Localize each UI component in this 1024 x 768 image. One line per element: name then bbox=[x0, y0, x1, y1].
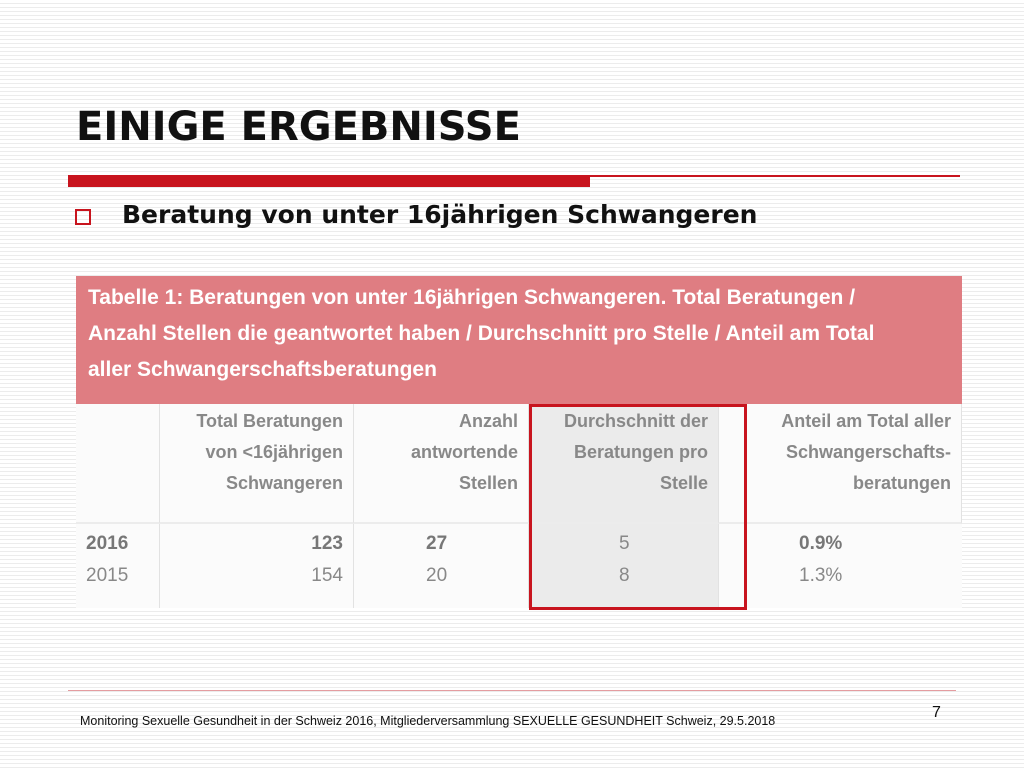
total-2016: 123 bbox=[311, 533, 343, 554]
anteil-2015: 1.3% bbox=[799, 565, 843, 586]
durchschnitt-cell: 5 8 bbox=[529, 524, 719, 608]
header-text: Total Beratungen bbox=[196, 411, 343, 431]
title-underline-thin bbox=[590, 175, 960, 177]
durchschnitt-2015: 8 bbox=[619, 565, 630, 586]
slide-title: EINIGE ERGEBNISSE bbox=[76, 104, 521, 150]
footer-text: Monitoring Sexuelle Gesundheit in der Sc… bbox=[80, 714, 776, 728]
header-durchschnitt: Durchschnitt der Beratungen pro Stelle bbox=[529, 404, 719, 524]
stellen-2015: 20 bbox=[426, 565, 448, 586]
total-cell: 123 154 bbox=[160, 524, 354, 608]
footer-divider bbox=[68, 690, 956, 691]
header-text: beratungen bbox=[852, 473, 951, 493]
caption-line-2: Anzahl Stellen die geantwortet haben / D… bbox=[88, 322, 875, 345]
header-text: Anteil am Total aller bbox=[781, 411, 951, 431]
anteil-2016: 0.9% bbox=[799, 533, 843, 554]
square-bullet-icon bbox=[75, 209, 91, 225]
header-text: von <16jährigen bbox=[205, 442, 343, 462]
header-text: Stellen bbox=[458, 473, 518, 493]
title-underline-thick bbox=[68, 175, 590, 187]
year-cell: 2016 2015 bbox=[76, 524, 160, 608]
caption-line-3: aller Schwangerschaftsberatungen bbox=[88, 358, 437, 381]
results-table: Tabelle 1: Beratungen von unter 16jährig… bbox=[76, 276, 962, 610]
table-row-2016-year: 2016 bbox=[86, 533, 129, 554]
table-row-2015-year: 2015 bbox=[86, 565, 129, 586]
header-text: Schwangerschafts- bbox=[785, 442, 951, 462]
table-caption: Tabelle 1: Beratungen von unter 16jährig… bbox=[76, 276, 962, 404]
header-text: Durchschnitt der bbox=[563, 411, 708, 431]
header-text: antwortende bbox=[410, 442, 518, 462]
bullet-text: Beratung von unter 16jährigen Schwangere… bbox=[122, 200, 758, 229]
header-anzahl-stellen: Anzahl antwortende Stellen bbox=[354, 404, 529, 524]
header-total-beratungen: Total Beratungen von <16jährigen Schwang… bbox=[160, 404, 354, 524]
table-grid: Total Beratungen von <16jährigen Schwang… bbox=[76, 404, 962, 608]
header-anteil: Anteil am Total aller Schwangerschafts- … bbox=[719, 404, 962, 524]
header-text: Stelle bbox=[659, 473, 708, 493]
stellen-cell: 27 20 bbox=[354, 524, 529, 608]
anteil-cell: 0.9% 1.3% bbox=[719, 524, 962, 608]
caption-line-1: Tabelle 1: Beratungen von unter 16jährig… bbox=[88, 286, 856, 309]
header-text: Beratungen pro bbox=[573, 442, 708, 462]
stellen-2016: 27 bbox=[426, 533, 448, 554]
durchschnitt-2016: 5 bbox=[619, 533, 630, 554]
total-2015: 154 bbox=[311, 565, 343, 586]
page-number: 7 bbox=[932, 704, 941, 721]
header-year bbox=[76, 404, 160, 524]
header-text: Anzahl bbox=[458, 411, 518, 431]
header-text: Schwangeren bbox=[225, 473, 343, 493]
